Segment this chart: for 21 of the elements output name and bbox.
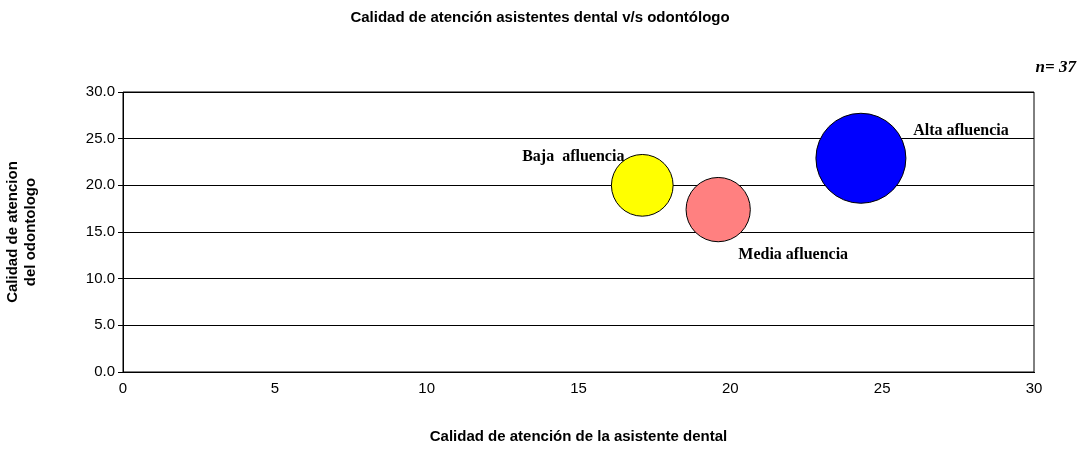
y-tick-label: 15.0 (85, 222, 115, 240)
x-tick-label: 15 (570, 379, 587, 397)
y-axis-title: Calidad de atencion del odontologo (3, 161, 39, 303)
y-tick-label: 30.0 (85, 82, 115, 100)
y-tick-label: 0.0 (94, 362, 115, 380)
y-tick-label: 20.0 (85, 175, 115, 193)
x-tick-label: 25 (873, 379, 891, 397)
x-tick-label: 5 (270, 379, 280, 397)
y-tick-label: 5.0 (94, 315, 115, 333)
y-tick-label: 25.0 (85, 128, 115, 146)
x-axis-title: Calidad de atención de la asistente dental (429, 427, 728, 445)
series-label: Baja afluencia (522, 147, 625, 166)
x-tick-label: 20 (721, 379, 739, 397)
series-label: Alta afluencia (913, 121, 1009, 139)
text: n= 37 (1035, 57, 1078, 77)
chart-title: Calidad de atención asistentes dental v/s odontólogo (350, 8, 730, 26)
series-label: Media afluencia (738, 244, 849, 262)
x-tick-label: 30 (1025, 379, 1043, 397)
x-tick-label: 10 (418, 379, 436, 397)
x-tick-label: 0 (118, 379, 128, 397)
y-tick-label: 10.0 (85, 268, 115, 286)
